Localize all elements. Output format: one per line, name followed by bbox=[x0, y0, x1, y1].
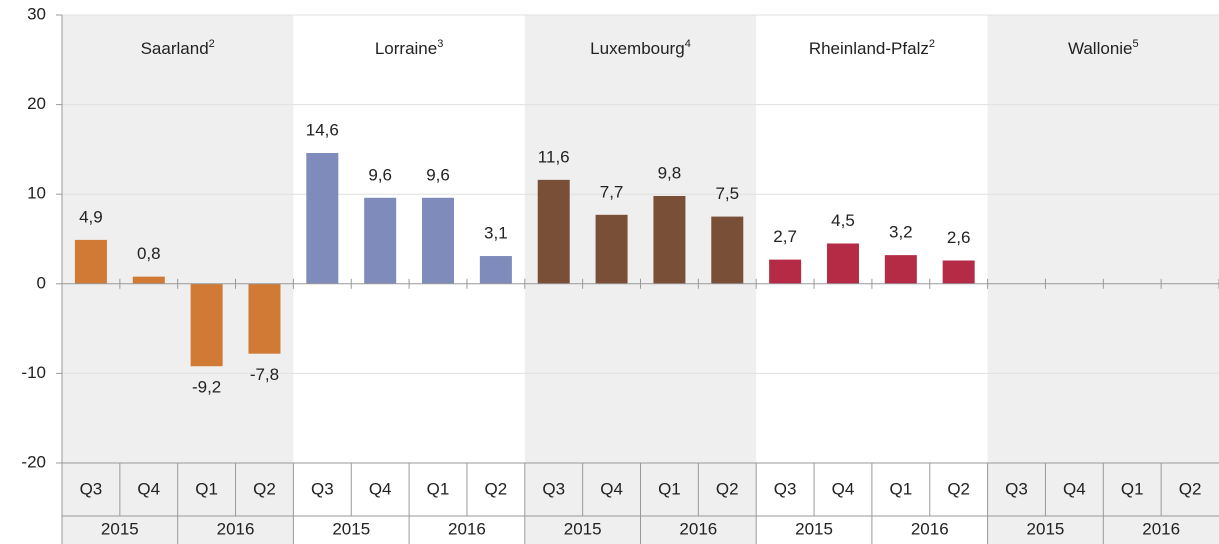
bar bbox=[132, 276, 165, 284]
x-tick-label: Q2 bbox=[716, 479, 739, 498]
value-label: 9,6 bbox=[426, 165, 450, 184]
x-tick-label: Q4 bbox=[369, 479, 392, 498]
y-tick-label: 30 bbox=[27, 4, 46, 23]
value-label: 4,9 bbox=[79, 207, 103, 226]
bar bbox=[422, 197, 455, 284]
value-label: 11,6 bbox=[538, 147, 570, 166]
group-note: 5 bbox=[1133, 38, 1139, 50]
group-label: Luxembourg4 bbox=[590, 38, 691, 59]
value-label: -7,8 bbox=[250, 365, 279, 384]
y-tick-label: -20 bbox=[21, 452, 46, 471]
group-label: Saarland2 bbox=[141, 38, 215, 59]
year-label: 2015 bbox=[332, 519, 370, 538]
x-tick-label: Q3 bbox=[311, 479, 334, 498]
year-label: 2016 bbox=[679, 519, 717, 538]
bar bbox=[653, 195, 686, 284]
group-note: 2 bbox=[209, 38, 215, 50]
x-tick-label: Q1 bbox=[658, 479, 681, 498]
bar bbox=[769, 259, 802, 284]
group-note: 4 bbox=[685, 38, 691, 50]
value-label: -9,2 bbox=[192, 378, 221, 397]
x-tick-label: Q3 bbox=[1005, 479, 1028, 498]
year-label: 2015 bbox=[795, 519, 833, 538]
x-tick-label: Q4 bbox=[137, 479, 160, 498]
y-tick-label: 20 bbox=[27, 94, 46, 113]
value-label: 7,5 bbox=[715, 184, 739, 203]
group-label: Wallonie5 bbox=[1068, 38, 1139, 59]
x-tick-label: Q1 bbox=[427, 479, 450, 498]
y-tick-label: -10 bbox=[21, 363, 46, 382]
bar bbox=[74, 239, 107, 284]
group-name: Rheinland-Pfalz bbox=[809, 39, 929, 58]
x-tick-label: Q2 bbox=[1179, 479, 1202, 498]
value-label: 3,1 bbox=[484, 224, 508, 243]
value-label: 0,8 bbox=[137, 244, 161, 263]
bar bbox=[884, 255, 917, 284]
y-tick-label: 10 bbox=[27, 184, 46, 203]
value-label: 3,2 bbox=[889, 223, 913, 242]
year-label: 2015 bbox=[564, 519, 602, 538]
group-note: 3 bbox=[437, 38, 443, 50]
bar bbox=[479, 256, 512, 284]
value-label: 2,6 bbox=[947, 228, 971, 247]
bar bbox=[826, 243, 859, 284]
x-tick-label: Q4 bbox=[600, 479, 623, 498]
x-tick-label: Q2 bbox=[485, 479, 508, 498]
bar bbox=[595, 214, 628, 284]
x-tick-label: Q1 bbox=[1121, 479, 1144, 498]
x-tick-label: Q4 bbox=[832, 479, 855, 498]
x-tick-label: Q3 bbox=[80, 479, 103, 498]
value-label: 7,7 bbox=[600, 182, 624, 201]
x-tick-label: Q3 bbox=[774, 479, 797, 498]
bar bbox=[711, 216, 744, 284]
group-name: Luxembourg bbox=[590, 39, 685, 58]
group-name: Wallonie bbox=[1068, 39, 1133, 58]
group-label: Lorraine3 bbox=[375, 38, 444, 59]
year-label: 2016 bbox=[217, 519, 255, 538]
group-label: Rheinland-Pfalz2 bbox=[809, 38, 935, 59]
year-label: 2015 bbox=[101, 519, 139, 538]
x-tick-label: Q2 bbox=[947, 479, 970, 498]
value-label: 9,6 bbox=[368, 165, 392, 184]
bar bbox=[537, 179, 570, 284]
value-label: 9,8 bbox=[658, 163, 682, 182]
value-label: 2,7 bbox=[773, 227, 797, 246]
bar bbox=[190, 283, 223, 367]
x-tick-label: Q1 bbox=[889, 479, 912, 498]
year-label: 2016 bbox=[448, 519, 486, 538]
year-label: 2016 bbox=[1142, 519, 1180, 538]
y-tick-label: 0 bbox=[37, 273, 46, 292]
x-tick-label: Q1 bbox=[195, 479, 218, 498]
bar bbox=[306, 152, 339, 284]
x-tick-label: Q3 bbox=[542, 479, 565, 498]
group-note: 2 bbox=[929, 38, 935, 50]
value-label: 4,5 bbox=[831, 211, 855, 230]
group-name: Saarland bbox=[141, 39, 209, 58]
group-name: Lorraine bbox=[375, 39, 437, 58]
x-tick-label: Q4 bbox=[1063, 479, 1086, 498]
value-label: 14,6 bbox=[306, 120, 339, 139]
x-tick-label: Q2 bbox=[253, 479, 276, 498]
bar bbox=[942, 260, 975, 284]
bar bbox=[364, 197, 397, 284]
year-label: 2016 bbox=[911, 519, 949, 538]
year-label: 2015 bbox=[1027, 519, 1065, 538]
bar bbox=[248, 283, 281, 354]
